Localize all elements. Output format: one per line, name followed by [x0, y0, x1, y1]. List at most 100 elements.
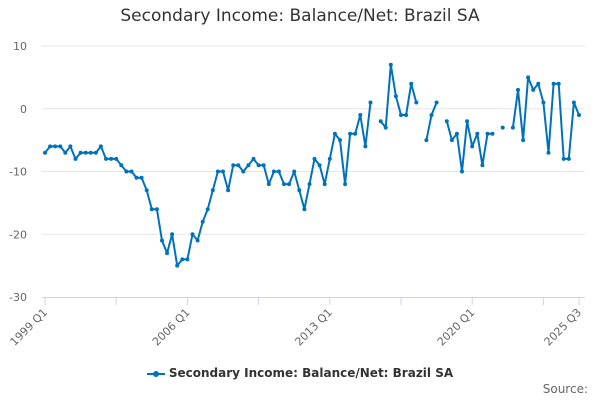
data-point[interactable]: [73, 156, 78, 161]
data-point[interactable]: [409, 81, 414, 86]
data-point[interactable]: [256, 163, 261, 168]
data-point[interactable]: [226, 188, 231, 193]
data-point[interactable]: [83, 150, 88, 155]
data-point[interactable]: [170, 232, 175, 237]
data-point[interactable]: [332, 131, 337, 136]
data-point[interactable]: [465, 119, 470, 124]
data-point[interactable]: [577, 113, 581, 117]
data-point[interactable]: [119, 163, 124, 168]
data-point[interactable]: [109, 156, 114, 161]
data-point[interactable]: [485, 131, 490, 136]
data-point[interactable]: [353, 131, 358, 136]
data-point[interactable]: [510, 125, 515, 130]
data-point[interactable]: [338, 138, 342, 143]
data-point[interactable]: [516, 87, 520, 92]
data-point[interactable]: [317, 163, 322, 168]
data-point[interactable]: [434, 100, 439, 105]
data-point[interactable]: [144, 188, 149, 193]
data-point[interactable]: [561, 156, 566, 161]
data-point[interactable]: [302, 207, 307, 212]
data-point[interactable]: [68, 144, 73, 149]
data-point[interactable]: [287, 182, 292, 187]
data-point[interactable]: [368, 100, 373, 105]
data-point[interactable]: [571, 100, 576, 105]
data-point[interactable]: [429, 113, 434, 117]
data-point[interactable]: [322, 182, 327, 187]
data-point[interactable]: [63, 150, 68, 155]
data-point[interactable]: [404, 113, 409, 117]
data-point[interactable]: [551, 81, 556, 86]
data-point[interactable]: [104, 156, 108, 161]
data-point[interactable]: [221, 169, 225, 174]
data-point[interactable]: [327, 156, 332, 161]
data-point[interactable]: [546, 150, 551, 155]
data-point[interactable]: [470, 144, 475, 149]
data-point[interactable]: [134, 175, 139, 180]
data-point[interactable]: [276, 169, 281, 174]
data-point[interactable]: [93, 150, 98, 155]
data-point[interactable]: [312, 156, 317, 161]
data-point[interactable]: [460, 169, 464, 174]
data-point[interactable]: [531, 87, 536, 92]
data-point[interactable]: [236, 163, 241, 168]
data-point[interactable]: [343, 182, 348, 187]
data-point[interactable]: [444, 119, 449, 124]
data-point[interactable]: [43, 150, 47, 155]
data-point[interactable]: [526, 75, 531, 80]
data-point[interactable]: [449, 138, 454, 143]
data-point[interactable]: [393, 94, 398, 99]
data-point[interactable]: [271, 169, 276, 174]
data-point[interactable]: [490, 131, 495, 136]
data-point[interactable]: [180, 257, 185, 262]
data-point[interactable]: [475, 131, 480, 136]
data-point[interactable]: [348, 131, 353, 136]
data-point[interactable]: [160, 238, 164, 243]
data-point[interactable]: [541, 100, 546, 105]
data-point[interactable]: [521, 138, 526, 143]
data-point[interactable]: [424, 138, 429, 143]
data-point[interactable]: [454, 131, 459, 136]
data-point[interactable]: [536, 81, 541, 86]
data-point[interactable]: [399, 113, 403, 117]
data-point[interactable]: [241, 169, 246, 174]
data-point[interactable]: [297, 188, 302, 193]
data-point[interactable]: [149, 207, 154, 212]
data-point[interactable]: [261, 163, 266, 168]
data-point[interactable]: [251, 156, 256, 161]
data-point[interactable]: [231, 163, 236, 168]
legend-item[interactable]: Secondary Income: Balance/Net: Brazil SA: [0, 366, 600, 380]
data-point[interactable]: [114, 156, 119, 161]
data-point[interactable]: [53, 144, 58, 149]
data-point[interactable]: [139, 175, 144, 180]
data-point[interactable]: [246, 163, 251, 168]
data-point[interactable]: [282, 182, 286, 187]
data-point[interactable]: [190, 232, 195, 237]
data-point[interactable]: [185, 257, 190, 262]
data-point[interactable]: [195, 238, 200, 243]
data-point[interactable]: [363, 144, 368, 149]
data-point[interactable]: [200, 219, 205, 224]
data-point[interactable]: [98, 144, 103, 149]
data-point[interactable]: [58, 144, 63, 149]
data-point[interactable]: [48, 144, 53, 149]
data-point[interactable]: [210, 188, 215, 193]
data-point[interactable]: [165, 251, 170, 256]
data-point[interactable]: [266, 182, 271, 187]
data-point[interactable]: [414, 100, 419, 105]
data-point[interactable]: [500, 125, 505, 130]
data-point[interactable]: [307, 182, 312, 187]
data-point[interactable]: [566, 156, 571, 161]
data-point[interactable]: [378, 119, 383, 124]
data-point[interactable]: [480, 163, 485, 168]
data-point[interactable]: [215, 169, 220, 174]
data-point[interactable]: [129, 169, 134, 174]
data-point[interactable]: [175, 263, 180, 268]
data-point[interactable]: [556, 81, 561, 86]
data-point[interactable]: [78, 150, 83, 155]
data-point[interactable]: [88, 150, 93, 155]
data-point[interactable]: [124, 169, 129, 174]
data-point[interactable]: [388, 62, 393, 67]
data-point[interactable]: [205, 207, 210, 212]
data-point[interactable]: [358, 113, 363, 117]
data-point[interactable]: [154, 207, 159, 212]
